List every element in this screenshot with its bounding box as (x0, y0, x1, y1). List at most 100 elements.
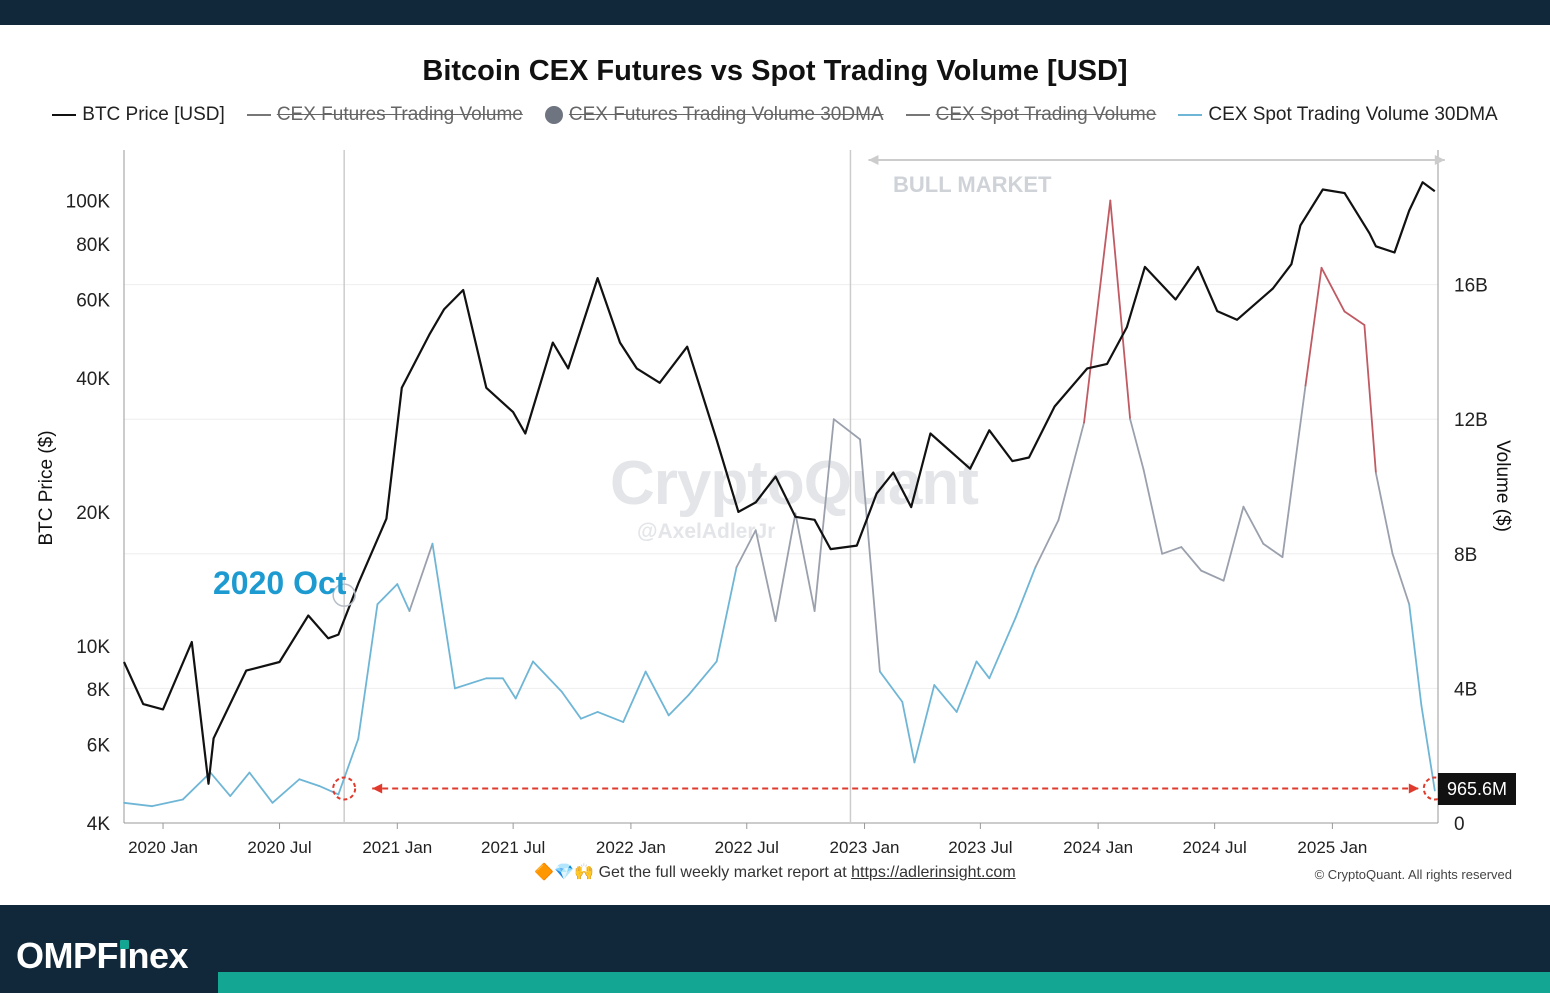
btc-price-line (122, 181, 1436, 785)
left-tick-label: 60K (76, 290, 110, 311)
x-tick-label: 2020 Jul (247, 838, 311, 857)
left-tick-label: 100K (66, 192, 111, 213)
spot-volume-segment (794, 512, 816, 612)
spot-volume-segment (933, 684, 958, 713)
spot-volume-segment (687, 660, 718, 697)
x-tick-label: 2022 Jul (715, 838, 779, 857)
spot-volume-segment (1057, 421, 1085, 522)
spot-volume-segment (318, 785, 340, 796)
left-tick-label: 10K (76, 637, 110, 658)
x-tick-label: 2024 Jul (1182, 838, 1246, 857)
brand-prefix: OMPF (16, 935, 119, 976)
copyright: © CryptoQuant. All rights reserved (1314, 867, 1512, 882)
spot-volume-segment (376, 583, 399, 606)
spot-volume-segment (271, 778, 301, 804)
spot-volume-segment (901, 700, 916, 764)
spot-volume-segment (1304, 266, 1323, 387)
legend-dot-marker (544, 106, 563, 124)
brand-i: i (118, 935, 128, 976)
spot-volume-segment (715, 566, 738, 663)
spot-volume-segment (1320, 266, 1346, 313)
spot-volume-segment (955, 660, 978, 713)
spot-volume-segment (735, 529, 757, 569)
footer-text: Get the full weekly market report at (598, 864, 847, 881)
brand-logo: OMPF inex (16, 935, 189, 977)
legend-item[interactable]: CEX Spot Trading Volume (905, 104, 1157, 126)
legend-line-marker (905, 114, 930, 116)
spot-volume-segment (1262, 542, 1284, 559)
legend-label: CEX Spot Trading Volume (935, 104, 1157, 125)
footer-note: 🔶💎🙌 Get the full weekly market report at… (0, 862, 1550, 882)
spot-volume-segment (532, 660, 563, 693)
legend-item[interactable]: CEX Futures Trading Volume (246, 104, 523, 126)
spot-volume-segment (1375, 472, 1394, 555)
legend-line-marker (1178, 114, 1203, 116)
x-tick-label: 2021 Jan (362, 838, 432, 857)
spot-volume-segment (1129, 418, 1145, 471)
spot-volume-segment (1363, 324, 1377, 474)
spot-volume-segment (408, 542, 434, 612)
spot-volume-segment (754, 529, 777, 622)
left-tick-label: 20K (76, 503, 110, 524)
spot-volume-segment (1242, 505, 1265, 545)
spot-volume-segment (859, 438, 881, 673)
spot-volume-segment (1343, 310, 1366, 326)
x-tick-label: 2025 Jan (1297, 838, 1367, 857)
spot-volume-segment (209, 771, 232, 797)
chart-title: Bitcoin CEX Futures vs Spot Trading Volu… (422, 55, 1128, 87)
spot-volume-segment (813, 418, 835, 612)
spot-volume-segment (1391, 552, 1411, 606)
spot-volume-segment (1142, 468, 1164, 555)
spot-volume-segment (774, 512, 797, 622)
brand-strip (218, 972, 1550, 993)
legend-item[interactable]: CEX Futures Trading Volume 30DMA (544, 104, 884, 126)
spot-volume-segment (1420, 704, 1436, 792)
chart-canvas: 4K 6K 8K 10K 20K 40K 60K 80K 100K 0 4B 8B 12B 16B 2020… (36, 150, 1513, 857)
spot-volume-segment (396, 583, 411, 612)
top-bar (0, 0, 1550, 25)
spot-volume-segment (248, 771, 274, 804)
spot-volume-segment (502, 677, 517, 700)
legend-label: CEX Futures Trading Volume (276, 104, 523, 125)
spot-volume-segment (337, 737, 360, 796)
bull-range-arrowhead-left (868, 155, 879, 165)
spot-volume-segment (1222, 505, 1245, 582)
chart-legend: BTC Price [USD] CEX Futures Trading Volum… (0, 104, 1550, 126)
legend-item[interactable]: BTC Price [USD] (52, 104, 225, 126)
spot-volume-segment (1034, 519, 1060, 569)
spot-volume-segment (454, 677, 488, 690)
level-arrowhead-right (1408, 783, 1419, 794)
spot-volume-segment (913, 684, 936, 764)
x-tick-label: 2020 Jan (128, 838, 198, 857)
spot-volume-segment (431, 542, 456, 690)
level-marker-start (332, 776, 357, 801)
last-value-badge: 965.6M (1438, 773, 1516, 805)
spot-volume-segment (667, 694, 690, 717)
oct-2020-marker (332, 583, 356, 607)
watermark-handle: @AxelAdlerJr (637, 520, 776, 543)
bull-range-arrowhead-right (1434, 155, 1445, 165)
left-tick-label: 80K (76, 235, 110, 256)
spot-volume-segment (229, 771, 251, 797)
legend-label: CEX Spot Trading Volume 30DMA (1208, 104, 1498, 125)
report-link[interactable]: https://adlerinsight.com (851, 864, 1016, 881)
spot-volume-segment (181, 771, 212, 801)
spot-volume-segment (357, 603, 379, 740)
bull-market-label: BULL MARKET (893, 172, 1052, 197)
spot-volume-segment (1408, 603, 1423, 707)
spot-volume-segment (1014, 566, 1037, 619)
x-tick-label: 2022 Jan (596, 838, 666, 857)
legend-label: CEX Futures Trading Volume 30DMA (568, 104, 884, 125)
footer-emoji: 🔶💎🙌 (534, 864, 595, 881)
spot-volume-segment (596, 711, 625, 723)
x-tick-label: 2021 Jul (481, 838, 545, 857)
right-tick-label: 12B (1454, 410, 1488, 431)
x-tick-label: 2024 Jan (1063, 838, 1133, 857)
legend-label: BTC Price [USD] (82, 104, 225, 125)
right-axis-title: Volume ($) (1492, 440, 1513, 532)
right-tick-label: 4B (1454, 679, 1477, 700)
legend-item[interactable]: CEX Spot Trading Volume 30DMA (1178, 104, 1498, 126)
spot-volume-segment (1109, 199, 1132, 421)
spot-volume-segment (1083, 199, 1112, 424)
oct-2020-label: 2020 Oct (213, 565, 347, 601)
